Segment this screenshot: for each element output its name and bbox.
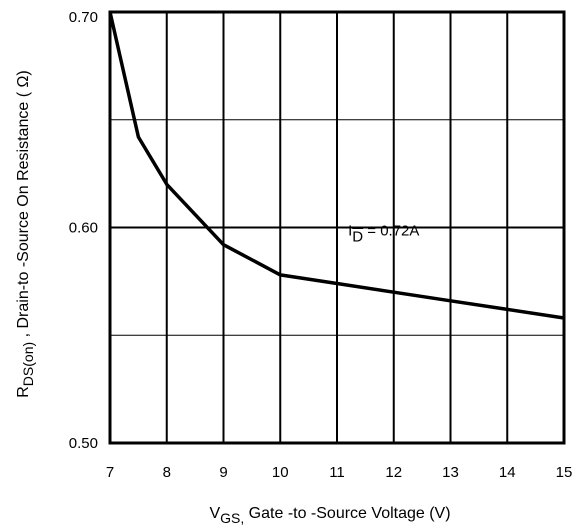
x-tick-label: 9: [219, 464, 227, 481]
x-tick-label: 12: [385, 464, 402, 481]
x-tick-label: 15: [556, 464, 573, 481]
x-axis-label: VGS, Gate -to -Source Voltage (V): [209, 505, 450, 526]
y-axis-label-rest: , Drain-to -Source On Resistance ( Ω): [15, 70, 32, 342]
y-tick-label: 0.70: [69, 9, 98, 26]
x-tick-label: 8: [163, 464, 171, 481]
x-tick-label: 10: [272, 464, 289, 481]
y-tick-labels: 0.50 0.60 0.70: [69, 9, 98, 452]
annotation-main: I: [348, 223, 352, 240]
series-line: [108, 11, 565, 320]
x-axis-label-sub: GS,: [220, 510, 244, 526]
x-tick-label: 11: [329, 464, 345, 481]
annotation-label: ID = 0.72A: [348, 223, 419, 246]
x-axis-label-rest: Gate -to -Source Voltage (V): [244, 505, 450, 522]
y-tick-label: 0.60: [69, 220, 98, 237]
x-tick-label: 7: [106, 464, 114, 481]
annotation-sub: D: [352, 229, 363, 246]
y-tick-label: 0.50: [69, 435, 98, 452]
plot-frame: [108, 10, 566, 445]
x-tick-labels: 7 8 9 10 11 12 13 14 15: [106, 464, 573, 481]
y-axis-label: RDS(on) , Drain-to -Source On Resistance…: [15, 70, 36, 398]
x-tick-label: 14: [499, 464, 516, 481]
x-tick-label: 13: [442, 464, 459, 481]
y-axis-label-sub: DS(on): [20, 342, 36, 386]
annotation-rest: = 0.72A: [363, 223, 419, 240]
y-axis-label-main: R: [15, 386, 32, 398]
grid: [110, 12, 564, 443]
x-axis-label-main: V: [209, 505, 220, 522]
